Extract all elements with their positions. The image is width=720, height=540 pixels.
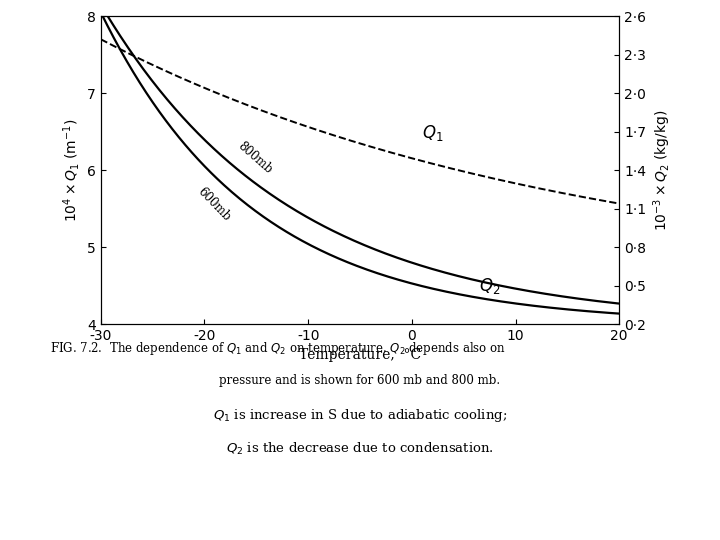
Text: $Q_2$ is the decrease due to condensation.: $Q_2$ is the decrease due to condensatio… — [226, 441, 494, 457]
Text: $Q_2$: $Q_2$ — [480, 276, 500, 296]
Y-axis label: $10^{-3} \times Q_2\ (\mathrm{kg/kg})$: $10^{-3} \times Q_2\ (\mathrm{kg/kg})$ — [652, 109, 673, 231]
Y-axis label: $10^4 \times Q_1\ (\mathrm{m}^{-1})$: $10^4 \times Q_1\ (\mathrm{m}^{-1})$ — [60, 118, 81, 222]
Text: $Q_1$ is increase in S due to adiabatic cooling;: $Q_1$ is increase in S due to adiabatic … — [213, 407, 507, 424]
Text: $Q_1$: $Q_1$ — [422, 124, 444, 144]
Text: 600mb: 600mb — [195, 185, 233, 224]
Text: 800mb: 800mb — [235, 140, 275, 177]
X-axis label: Temperature,  °C: Temperature, °C — [299, 348, 421, 362]
Text: pressure and is shown for 600 mb and 800 mb.: pressure and is shown for 600 mb and 800… — [220, 374, 500, 387]
Text: FIG. 7.2.  The dependence of $Q_1$ and $Q_2$ on temperature. $Q_2$ depends also : FIG. 7.2. The dependence of $Q_1$ and $Q… — [50, 340, 506, 357]
